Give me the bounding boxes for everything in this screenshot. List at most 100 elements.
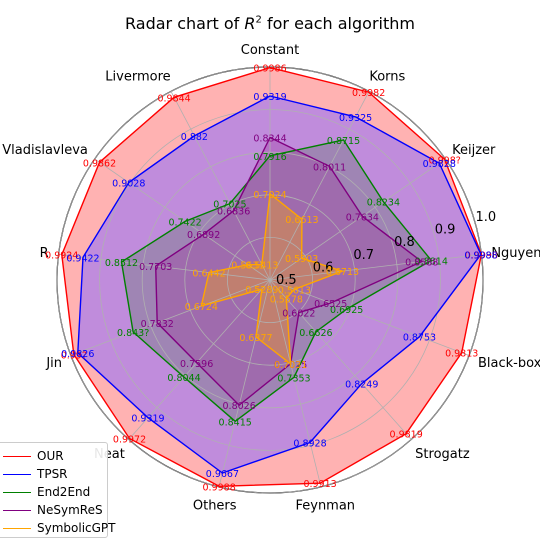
- data-label-nesymres-0: 0.8344: [253, 134, 286, 145]
- data-label-symbolicgpt-8: 0.5289: [245, 285, 278, 296]
- data-label-symbolicgpt-11: 0.5631: [231, 261, 264, 272]
- data-label-end2end-7: 0.8415: [219, 417, 252, 428]
- rtick-label-0: 0.5: [276, 273, 297, 288]
- data-label-symbolicgpt-3: 0.6713: [326, 267, 359, 278]
- data-label-nesymres-11: 0.6892: [187, 230, 220, 241]
- data-label-our-1: 0.9982: [352, 88, 385, 99]
- data-label-our-2: 0.998?: [429, 155, 461, 166]
- series-line-symbolicgpt: [200, 192, 345, 366]
- data-label-tpsr-8: 0.9319: [131, 414, 164, 425]
- grid-spoke-9: [70, 279, 271, 356]
- data-label-nesymres-2: 0.7634: [346, 212, 379, 223]
- data-label-end2end-10: 0.8512: [105, 258, 138, 269]
- legend: OUR TPSR End2End NeSymReS SymbolicGPT: [0, 442, 116, 538]
- grid-spoke-5: [269, 279, 412, 440]
- category-label-r: R: [40, 246, 49, 261]
- category-label-black-box: Black-box: [478, 356, 540, 371]
- data-label-our-5: 0.9819: [390, 430, 423, 441]
- category-label-jin: Jin: [45, 356, 62, 371]
- data-label-nesymres-3: 0.8588: [405, 258, 438, 269]
- data-label-symbolicgpt-0: 0.7024: [253, 190, 286, 201]
- data-label-symbolicgpt-2: 0.5903: [285, 254, 318, 265]
- title-suffix: for each algorithm: [261, 14, 415, 33]
- legend-swatch: [3, 491, 31, 493]
- category-label-others: Others: [193, 498, 237, 513]
- series-line-end2end: [120, 139, 433, 423]
- category-label-vladislavleva: Vladislavleva: [2, 143, 88, 158]
- data-label-end2end-0: 0.7916: [253, 152, 286, 163]
- data-label-end2end-5: 0.6626: [299, 328, 332, 339]
- rtick-label-5: 1.0: [475, 210, 496, 225]
- data-label-symbolicgpt-10: 0.6442: [192, 269, 225, 280]
- data-label-end2end-9: 0.843?: [117, 328, 149, 339]
- data-label-tpsr-7: 0.9667: [206, 469, 239, 480]
- data-label-end2end-1: 0.8715: [327, 136, 360, 147]
- chart-title: Radar chart of R2 for each algorithm: [0, 14, 540, 33]
- data-label-our-7: 0.9988: [203, 482, 236, 493]
- rtick-label-4: 0.9: [435, 223, 456, 238]
- data-label-our-11: 0.9862: [83, 158, 116, 169]
- grid-spoke-7: [218, 279, 271, 487]
- data-label-our-3: 0.9998: [465, 250, 498, 261]
- data-label-our-10: 0.9924: [45, 251, 78, 262]
- series-line-nesymres: [154, 136, 424, 407]
- rtick-label-2: 0.7: [353, 248, 374, 263]
- category-label-korns: Korns: [369, 69, 405, 84]
- grid-spoke-2: [269, 158, 446, 281]
- category-label-constant: Constant: [241, 43, 299, 58]
- series-fill-nesymres: [155, 137, 422, 406]
- rtick-label-3: 0.8: [394, 235, 415, 250]
- data-label-tpsr-6: 0.8928: [293, 438, 326, 449]
- data-label-our-9: 0.99?: [61, 350, 87, 361]
- grid-spoke-1: [269, 91, 370, 281]
- category-label-feynman: Feynman: [295, 498, 355, 513]
- title-variable: R: [244, 14, 256, 33]
- grid-spoke-11: [94, 158, 271, 281]
- legend-label: SymbolicGPT: [37, 521, 116, 535]
- legend-label: TPSR: [37, 467, 68, 481]
- data-label-end2end-2: 0.8234: [367, 198, 400, 209]
- title-superscript: 2: [255, 14, 262, 26]
- grid-spoke-8: [128, 279, 271, 440]
- title-prefix: Radar chart of: [125, 14, 245, 33]
- legend-swatch: [3, 455, 31, 457]
- grid-spoke-3: [269, 253, 482, 281]
- data-label-tpsr-10: 0.9422: [66, 253, 99, 264]
- data-label-tpsr-0: 0.9319: [253, 92, 286, 103]
- data-label-tpsr-11: 0.9028: [112, 179, 145, 190]
- data-label-our-12: 0.9844: [157, 93, 190, 104]
- data-label-nesymres-8: 0.7596: [180, 359, 213, 370]
- data-label-nesymres-4: 0.6525: [314, 299, 347, 310]
- data-label-symbolicgpt-12: 0.5413: [245, 260, 278, 271]
- data-label-symbolicgpt-5: 0.5578: [270, 294, 303, 305]
- data-label-our-4: 0.9813: [445, 349, 478, 360]
- legend-label: End2End: [37, 485, 91, 499]
- data-label-nesymres-9: 0.7832: [141, 319, 174, 330]
- legend-item-our: OUR: [0, 447, 64, 465]
- legend-label: NeSymReS: [37, 503, 103, 517]
- data-label-tpsr-1: 0.9325: [339, 113, 372, 124]
- legend-item-end2end: End2End: [0, 483, 90, 501]
- grid-spoke-12: [170, 91, 271, 281]
- data-label-tpsr-3: 0.9988: [464, 250, 497, 261]
- grid-spoke-6: [269, 279, 322, 487]
- data-label-tpsr-9: 0.9826: [61, 349, 94, 360]
- category-label-strogatz: Strogatz: [415, 447, 470, 462]
- data-label-end2end-8: 0.8044: [167, 373, 200, 384]
- data-label-our-6: 0.9913: [303, 479, 336, 490]
- data-label-tpsr-2: 0.9828: [423, 159, 456, 170]
- data-label-symbolicgpt-7: 0.6377: [239, 333, 272, 344]
- data-label-tpsr-4: 0.8753: [403, 333, 436, 344]
- grid-spoke-4: [269, 279, 470, 356]
- data-label-symbolicgpt-4: 0.5613: [278, 285, 311, 296]
- data-label-nesymres-10: 0.7703: [139, 262, 172, 273]
- data-label-nesymres-6: 0.7025: [274, 360, 307, 371]
- legend-swatch: [3, 509, 31, 511]
- series-line-our: [61, 66, 483, 488]
- data-label-end2end-3: 0.8814: [415, 256, 448, 267]
- data-label-our-0: 0.9986: [253, 64, 286, 75]
- grid-spoke-10: [58, 253, 271, 281]
- legend-swatch: [3, 527, 31, 529]
- data-label-symbolicgpt-9: 0.6724: [185, 302, 218, 313]
